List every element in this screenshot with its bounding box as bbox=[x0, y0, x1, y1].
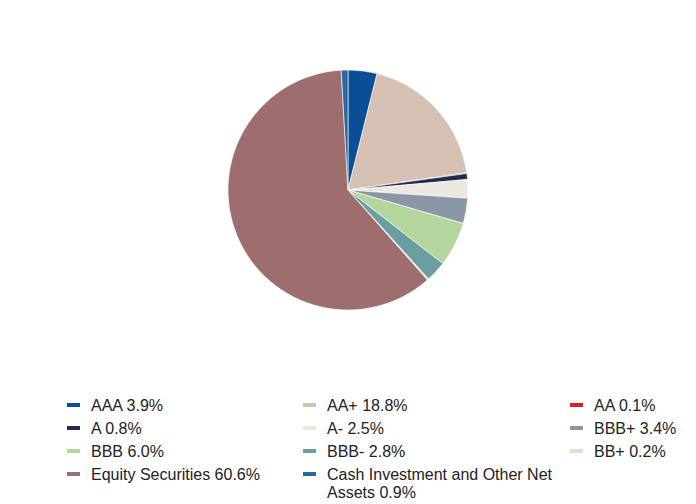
pie-slice bbox=[228, 70, 427, 310]
legend-swatch bbox=[67, 403, 80, 407]
legend-text: 2.8% bbox=[364, 443, 405, 460]
legend-item: Cash Investment and Other Net Assets 0.9% bbox=[303, 466, 553, 501]
legend-text: 18.8% bbox=[358, 397, 408, 414]
legend-text: Other bbox=[478, 466, 523, 483]
legend-swatch bbox=[303, 426, 316, 430]
legend-item: A- 2.5% bbox=[303, 420, 384, 437]
legend-swatch bbox=[67, 426, 80, 430]
legend-label: Cash Investment and Other Net Assets 0.9% bbox=[327, 466, 553, 501]
legend-text: 0.2% bbox=[625, 443, 666, 460]
legend-swatch bbox=[67, 449, 80, 453]
legend-text: BBB- bbox=[327, 443, 364, 460]
legend-item: BBB+ 3.4% bbox=[570, 420, 676, 437]
legend-label: A 0.8% bbox=[91, 420, 142, 437]
pie bbox=[228, 70, 468, 310]
legend-text: and bbox=[447, 466, 478, 483]
legend-text: 0.8% bbox=[101, 420, 142, 437]
legend-label: AA+ 18.8% bbox=[327, 397, 408, 414]
legend-label: A- 2.5% bbox=[327, 420, 384, 437]
legend-swatch bbox=[303, 449, 316, 453]
legend-text: 2.5% bbox=[343, 420, 384, 437]
legend-swatch bbox=[570, 403, 583, 407]
legend-swatch bbox=[570, 449, 583, 453]
legend-item: AA+ 18.8% bbox=[303, 397, 408, 414]
pie-slice bbox=[341, 70, 348, 190]
legend-text: BB+ bbox=[594, 443, 625, 460]
legend-label: BBB+ 3.4% bbox=[594, 420, 676, 437]
legend-text: 0.9% bbox=[375, 484, 416, 501]
legend-text: Equity bbox=[91, 466, 135, 483]
legend-text: 6.0% bbox=[123, 443, 164, 460]
legend-label: BBB- 2.8% bbox=[327, 443, 405, 460]
legend-label: AA 0.1% bbox=[594, 397, 655, 414]
chart: AAA 3.9% AA+ 18.8% AA 0.1% A 0.8% A- 2.5% BBB… bbox=[0, 0, 696, 504]
pie-slice bbox=[348, 74, 467, 190]
legend-swatch bbox=[570, 426, 583, 430]
legend-text: Securities bbox=[135, 466, 210, 483]
legend-text: BBB bbox=[91, 443, 123, 460]
legend-label: Equity Securities 60.6% bbox=[91, 466, 260, 483]
legend-item: BB+ 0.2% bbox=[570, 443, 666, 460]
legend-text: AA+ bbox=[327, 397, 358, 414]
legend-item: BBB- 2.8% bbox=[303, 443, 405, 460]
legend-label: BBB 6.0% bbox=[91, 443, 164, 460]
legend-text: A- bbox=[327, 420, 343, 437]
legend-item: Equity Securities 60.6% bbox=[67, 466, 260, 483]
legend-item: A 0.8% bbox=[67, 420, 142, 437]
legend: AAA 3.9% AA+ 18.8% AA 0.1% A 0.8% A- 2.5% BBB… bbox=[67, 397, 676, 501]
legend-item: AAA 3.9% bbox=[67, 397, 163, 414]
legend-text: AA bbox=[594, 397, 616, 414]
legend-swatch bbox=[303, 472, 316, 476]
legend-text: 60.6% bbox=[210, 466, 260, 483]
legend-text: Cash bbox=[327, 466, 364, 483]
legend-text: 3.9% bbox=[122, 397, 163, 414]
legend-item: AA 0.1% bbox=[570, 397, 655, 414]
legend-text: Net bbox=[523, 466, 553, 483]
legend-text: BBB+ bbox=[594, 420, 635, 437]
legend-text: Assets bbox=[327, 484, 375, 501]
legend-text: 3.4% bbox=[635, 420, 676, 437]
legend-text: AAA bbox=[91, 397, 123, 414]
legend-swatch bbox=[303, 403, 316, 407]
legend-label: BB+ 0.2% bbox=[594, 443, 666, 460]
legend-text: Investment bbox=[364, 466, 447, 483]
legend-text: 0.1% bbox=[614, 397, 655, 414]
legend-item: BBB 6.0% bbox=[67, 443, 164, 460]
legend-label: AAA 3.9% bbox=[91, 397, 163, 414]
legend-swatch bbox=[67, 472, 80, 476]
